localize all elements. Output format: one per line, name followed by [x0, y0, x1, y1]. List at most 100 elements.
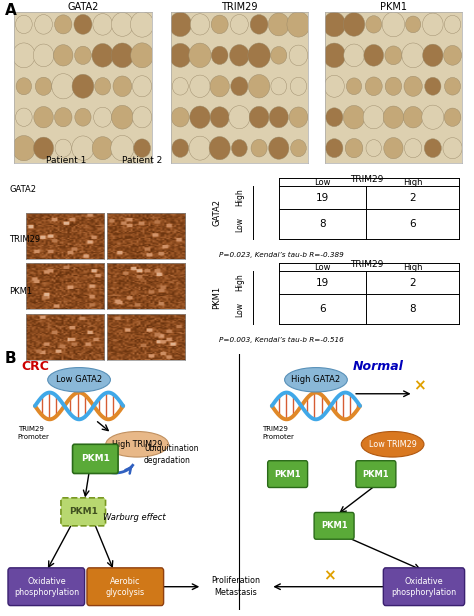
Circle shape [72, 136, 94, 160]
Circle shape [345, 139, 363, 158]
Text: Warburg effect: Warburg effect [103, 513, 166, 522]
FancyBboxPatch shape [314, 513, 354, 539]
Circle shape [111, 105, 133, 129]
Ellipse shape [106, 431, 168, 457]
Circle shape [74, 46, 91, 65]
Circle shape [289, 45, 308, 65]
Text: Low: Low [314, 177, 331, 187]
Circle shape [34, 137, 54, 159]
Circle shape [132, 76, 152, 97]
Circle shape [74, 15, 92, 34]
Text: P=0.023, Kendal’s tau-b R=-0.389: P=0.023, Kendal’s tau-b R=-0.389 [219, 253, 344, 259]
Text: Oxidative
phosphorylation: Oxidative phosphorylation [14, 577, 79, 597]
Circle shape [93, 14, 112, 35]
Text: Low GATA2: Low GATA2 [56, 375, 102, 384]
Text: High: High [235, 274, 244, 291]
Circle shape [444, 46, 462, 65]
Text: CRC: CRC [21, 360, 49, 373]
Circle shape [271, 47, 287, 64]
FancyBboxPatch shape [61, 498, 106, 526]
Circle shape [113, 76, 132, 97]
Circle shape [289, 107, 308, 128]
Text: PKM1: PKM1 [321, 521, 347, 530]
Text: High GATA2: High GATA2 [292, 375, 340, 384]
Circle shape [385, 46, 402, 65]
Circle shape [324, 75, 344, 97]
Circle shape [211, 46, 228, 65]
Circle shape [343, 105, 365, 129]
Circle shape [130, 12, 154, 37]
Text: Aerobic
glycolysis: Aerobic glycolysis [106, 577, 145, 597]
Circle shape [55, 15, 72, 34]
Circle shape [172, 78, 188, 95]
Circle shape [209, 137, 230, 160]
Circle shape [16, 78, 32, 95]
Circle shape [229, 44, 249, 66]
Circle shape [172, 107, 189, 127]
Text: 8: 8 [319, 219, 326, 229]
Circle shape [54, 45, 73, 66]
Circle shape [132, 107, 152, 128]
Text: 2: 2 [410, 278, 416, 288]
Text: Oxidative
phosphorylation: Oxidative phosphorylation [392, 577, 456, 597]
Circle shape [326, 139, 343, 158]
FancyBboxPatch shape [87, 568, 164, 606]
Circle shape [231, 139, 247, 157]
Circle shape [385, 77, 401, 95]
Text: Patient 1: Patient 1 [46, 156, 87, 165]
Text: B: B [5, 351, 17, 366]
Text: 6: 6 [319, 304, 326, 314]
Circle shape [403, 107, 423, 128]
FancyBboxPatch shape [268, 461, 308, 487]
Circle shape [290, 77, 307, 95]
Circle shape [251, 139, 267, 157]
Circle shape [72, 75, 94, 98]
Text: Low: Low [314, 262, 331, 272]
Circle shape [382, 12, 405, 37]
Text: PKM1: PKM1 [9, 286, 33, 296]
Circle shape [269, 137, 289, 160]
Text: Low TRIM29: Low TRIM29 [369, 440, 417, 449]
Text: P=0.003, Kendal’s tau-b R=-0.516: P=0.003, Kendal’s tau-b R=-0.516 [219, 338, 344, 344]
Circle shape [35, 15, 53, 34]
Circle shape [75, 108, 91, 126]
Circle shape [55, 108, 72, 127]
Circle shape [189, 136, 211, 160]
Text: 2: 2 [410, 193, 416, 203]
Text: GATA2: GATA2 [9, 185, 36, 194]
Circle shape [230, 15, 248, 34]
Circle shape [33, 44, 54, 67]
Circle shape [190, 75, 210, 97]
Circle shape [424, 139, 441, 158]
Text: TRIM29: TRIM29 [350, 175, 383, 184]
Text: Patient 2: Patient 2 [122, 156, 162, 165]
Text: Proliferation
Metastasis: Proliferation Metastasis [211, 577, 261, 597]
Circle shape [16, 108, 32, 126]
Ellipse shape [48, 368, 110, 392]
Circle shape [402, 43, 424, 68]
Text: 8: 8 [410, 304, 416, 314]
Circle shape [423, 44, 443, 67]
Circle shape [384, 137, 403, 159]
Circle shape [55, 139, 72, 157]
Circle shape [92, 44, 113, 67]
Circle shape [323, 12, 346, 37]
Circle shape [231, 77, 248, 95]
Text: ×: × [324, 568, 336, 583]
Text: Low: Low [235, 302, 244, 317]
Circle shape [291, 140, 306, 156]
Circle shape [52, 74, 75, 99]
Text: Low: Low [235, 217, 244, 232]
Circle shape [34, 107, 53, 128]
Circle shape [111, 43, 134, 68]
Text: TRIM29
Promoter: TRIM29 Promoter [18, 426, 50, 440]
Circle shape [271, 78, 287, 95]
FancyBboxPatch shape [383, 568, 465, 606]
Ellipse shape [284, 368, 347, 392]
Text: Ubiquitination
degradation: Ubiquitination degradation [144, 444, 199, 465]
Circle shape [12, 136, 36, 161]
Circle shape [323, 43, 346, 68]
Circle shape [422, 105, 444, 129]
FancyBboxPatch shape [356, 461, 396, 487]
Circle shape [190, 106, 210, 128]
